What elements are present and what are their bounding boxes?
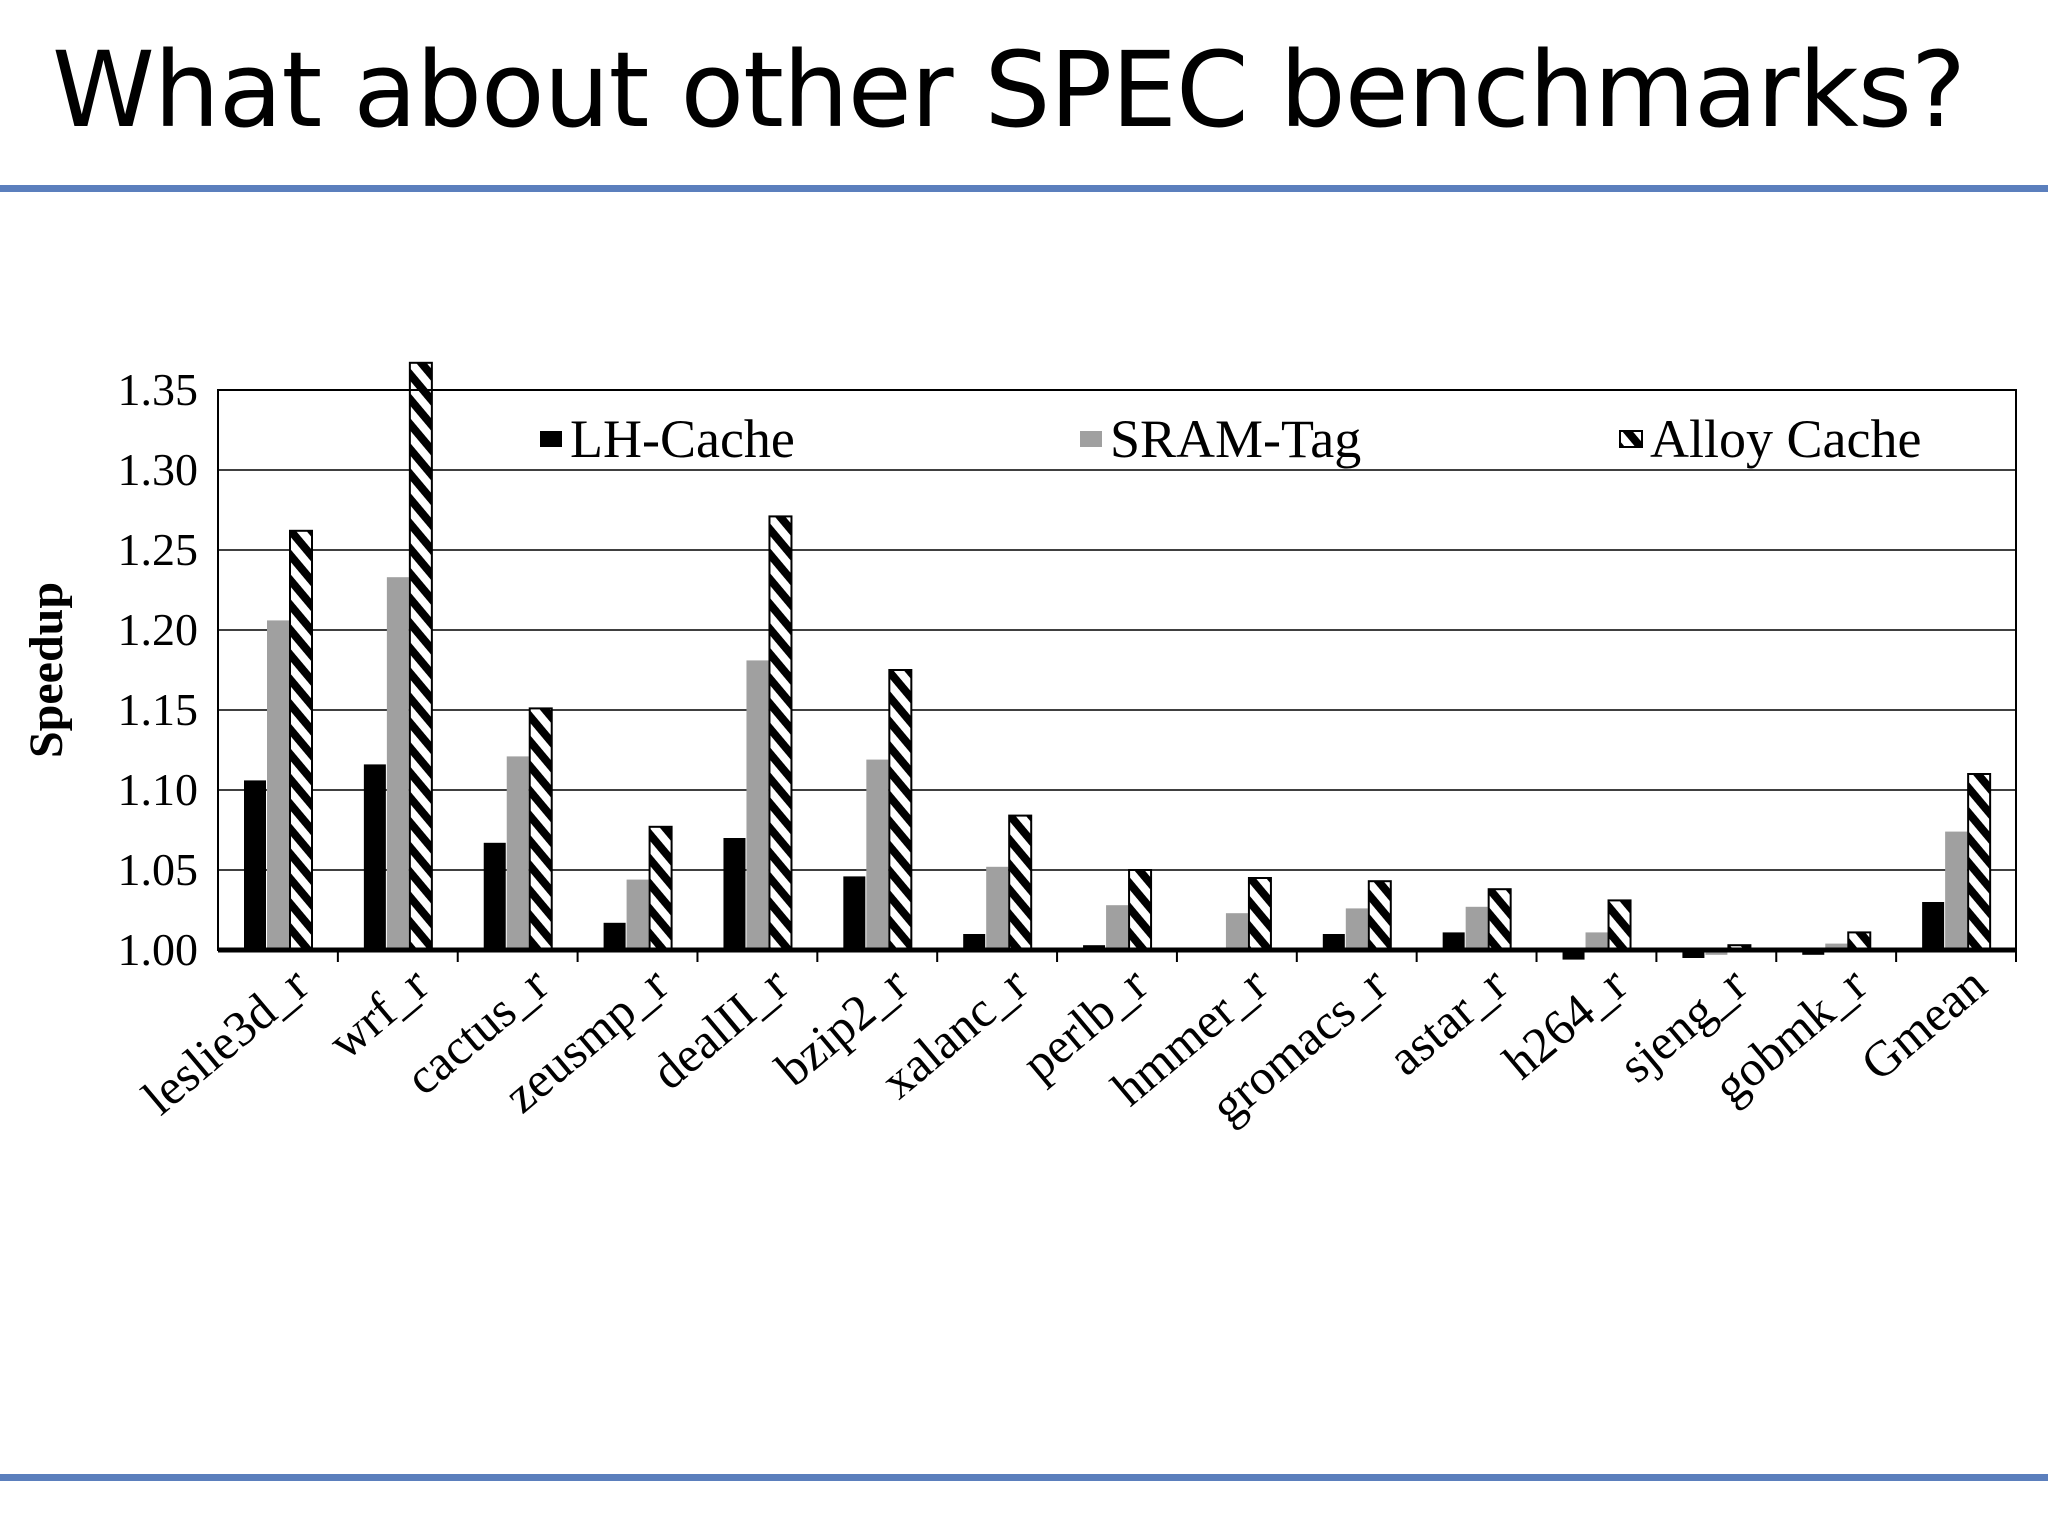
sram-tag-bar bbox=[267, 620, 289, 950]
lh-cache-bar bbox=[843, 876, 866, 950]
sram-tag-bar bbox=[1225, 913, 1248, 950]
alloy-cache-bar bbox=[1607, 899, 1632, 952]
sram-tag-bar bbox=[1945, 831, 1968, 950]
lh-cache-bar bbox=[244, 780, 266, 950]
y-tick-label: 1.35 bbox=[118, 364, 199, 415]
legend-swatch-alloy-cache bbox=[1619, 430, 1643, 448]
alloy-cache-bar bbox=[1967, 773, 1992, 951]
footer-divider bbox=[0, 1474, 2048, 1481]
lh-cache-bar bbox=[723, 838, 746, 950]
x-tick-label: astar_r bbox=[1377, 955, 1517, 1086]
sram-tag-bar bbox=[626, 879, 649, 950]
alloy-cache-bar bbox=[768, 515, 793, 951]
y-tick-label: 1.20 bbox=[118, 604, 199, 655]
title-divider bbox=[0, 185, 2048, 192]
lh-cache-bar bbox=[1442, 932, 1465, 950]
lh-cache-bar bbox=[483, 842, 506, 950]
y-axis-label: Speedup bbox=[20, 582, 73, 758]
sram-tag-bar bbox=[506, 756, 529, 950]
axes bbox=[217, 389, 2017, 962]
legend-label: LH-Cache bbox=[570, 409, 795, 469]
alloy-cache-bar bbox=[648, 825, 673, 951]
y-tick-label: 1.25 bbox=[118, 524, 199, 575]
alloy-cache-bar bbox=[408, 361, 433, 952]
x-tick-label: leslie3d_r bbox=[132, 955, 319, 1125]
legend-label: Alloy Cache bbox=[1650, 409, 1921, 469]
sram-tag-bar bbox=[746, 660, 769, 950]
y-tick-label: 1.30 bbox=[118, 444, 199, 495]
alloy-cache-bar bbox=[1367, 880, 1392, 952]
sram-tag-bar bbox=[866, 759, 889, 950]
lh-cache-bar bbox=[1562, 950, 1585, 960]
legend-swatch-lh-cache bbox=[540, 431, 562, 447]
alloy-cache-bar bbox=[1247, 877, 1272, 951]
alloy-cache-bar bbox=[1847, 931, 1872, 952]
alloy-cache-bar bbox=[888, 669, 913, 951]
alloy-cache-bar bbox=[289, 529, 313, 952]
lh-cache-bar bbox=[363, 764, 386, 950]
slide-title: What about other SPEC benchmarks? bbox=[52, 29, 1966, 151]
legend-swatch-sram-tag bbox=[1080, 431, 1102, 447]
x-tick-label: h264_r bbox=[1493, 955, 1638, 1089]
x-tick-label: Gmean bbox=[1850, 956, 1997, 1092]
alloy-cache-bar bbox=[528, 707, 553, 951]
sram-tag-bar bbox=[1106, 905, 1129, 950]
speedup-bar-chart: 1.00 1.05 1.10 1.15 1.20 1.25 1.30 1.35 leslie3… bbox=[20, 361, 2017, 1134]
x-tick-label: dealII_r bbox=[641, 955, 798, 1100]
y-tick-label: 1.00 bbox=[118, 924, 199, 975]
y-tick-label: 1.05 bbox=[118, 844, 199, 895]
lh-cache-bar bbox=[1322, 934, 1345, 950]
lh-cache-bar bbox=[603, 922, 626, 950]
sram-tag-bar bbox=[1465, 906, 1488, 950]
lh-cache-bar bbox=[1682, 950, 1705, 958]
alloy-cache-bar bbox=[1128, 869, 1153, 951]
sram-tag-bar bbox=[1585, 932, 1608, 950]
y-tick-labels: 1.00 1.05 1.10 1.15 1.20 1.25 1.30 1.35 bbox=[118, 364, 199, 975]
sram-tag-bar bbox=[386, 577, 409, 950]
bars bbox=[244, 361, 1992, 960]
legend: LH-Cache SRAM-Tag Alloy Cache bbox=[540, 409, 1921, 469]
sram-tag-bar bbox=[1345, 908, 1368, 950]
y-tick-label: 1.15 bbox=[118, 684, 199, 735]
lh-cache-bar bbox=[963, 934, 986, 950]
y-tick-label: 1.10 bbox=[118, 764, 199, 815]
sram-tag-bar bbox=[1825, 943, 1848, 950]
x-tick-labels: leslie3d_rwrf_rcactus_rzeusmp_rdealII_rb… bbox=[132, 955, 1997, 1134]
sram-tag-bar bbox=[986, 866, 1009, 950]
lh-cache-bar bbox=[1922, 902, 1945, 950]
legend-label: SRAM-Tag bbox=[1110, 409, 1361, 469]
alloy-cache-bar bbox=[1008, 814, 1033, 951]
alloy-cache-bar bbox=[1487, 888, 1512, 952]
